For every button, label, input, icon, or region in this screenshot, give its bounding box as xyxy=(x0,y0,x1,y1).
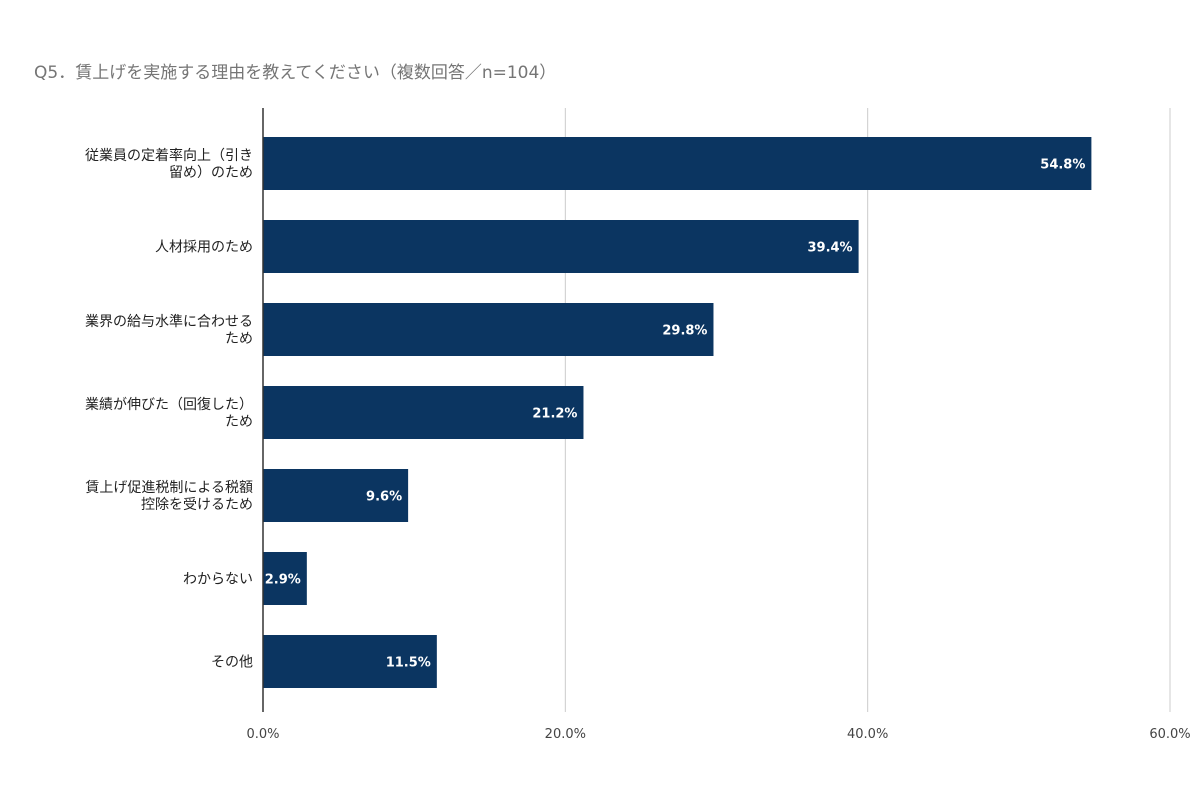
bar xyxy=(263,386,584,439)
category-label-line: 留め）のため xyxy=(169,165,253,181)
category-label: その他 xyxy=(211,655,253,671)
data-label: 21.2% xyxy=(532,407,577,422)
category-label-line: その他 xyxy=(211,655,253,671)
bar xyxy=(263,303,714,356)
category-label-line: わからない xyxy=(183,572,253,588)
x-tick-label: 60.0% xyxy=(1149,727,1190,742)
bar xyxy=(263,552,307,605)
category-label: わからない xyxy=(183,572,253,588)
category-label-line: 控除を受けるため xyxy=(141,497,253,513)
category-label-line: ため xyxy=(225,414,253,430)
bar xyxy=(263,469,409,522)
category-label-line: ため xyxy=(225,331,253,347)
bars xyxy=(263,137,1092,688)
x-tick-label: 40.0% xyxy=(847,727,888,742)
category-label: 業績が伸びた（回復した）ため xyxy=(85,396,253,430)
category-label-line: 業績が伸びた（回復した） xyxy=(85,396,253,413)
category-label-line: 賃上げ促進税制による税額 xyxy=(85,480,253,496)
data-label: 39.4% xyxy=(807,241,852,256)
data-label: 2.9% xyxy=(265,573,301,588)
data-label: 11.5% xyxy=(386,656,431,671)
category-label: 従業員の定着率向上（引き留め）のため xyxy=(85,147,253,181)
labels: 0.0% 20.0% 40.0% 60.0% 54.8% 従業員の定着率向上（引き留め）の… xyxy=(85,147,1191,742)
bar xyxy=(263,635,437,688)
category-label: 賃上げ促進税制による税額控除を受けるため xyxy=(85,480,253,513)
category-label-line: 人材採用のため xyxy=(155,240,253,256)
x-tick-label: 0.0% xyxy=(246,727,279,742)
bar xyxy=(263,137,1092,190)
data-label: 9.6% xyxy=(366,490,402,505)
category-label: 業界の給与水準に合わせるため xyxy=(85,314,253,347)
chart-title: Q5．賃上げを実施する理由を教えてください（複数回答／n=104） xyxy=(34,63,557,83)
bar xyxy=(263,220,859,273)
x-tick-label: 20.0% xyxy=(545,727,586,742)
category-label-line: 業界の給与水準に合わせる xyxy=(85,314,253,330)
category-label: 人材採用のため xyxy=(155,240,253,256)
gridlines xyxy=(564,108,1171,712)
category-label-line: 従業員の定着率向上（引き xyxy=(85,147,253,164)
data-label: 29.8% xyxy=(662,324,707,339)
data-label: 54.8% xyxy=(1040,158,1085,173)
